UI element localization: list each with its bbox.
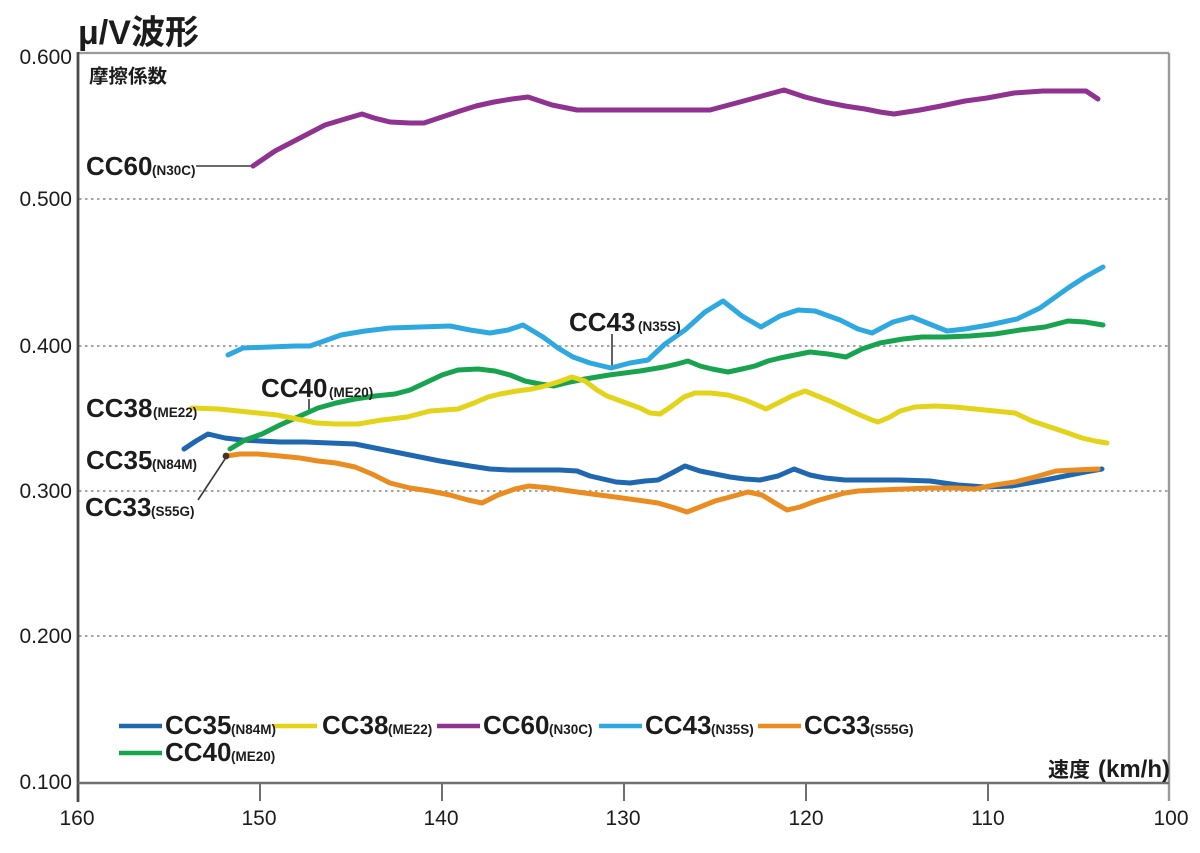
svg-text:CC40: CC40 bbox=[261, 373, 327, 403]
svg-text:CC43: CC43 bbox=[569, 307, 635, 337]
svg-text:0.500: 0.500 bbox=[19, 188, 72, 211]
svg-text:140: 140 bbox=[423, 807, 458, 830]
svg-text:CC43: CC43 bbox=[645, 710, 711, 740]
svg-text:(ME20): (ME20) bbox=[231, 749, 275, 764]
svg-text:μ/V: μ/V bbox=[78, 14, 131, 52]
svg-text:(ME20): (ME20) bbox=[329, 385, 373, 400]
svg-text:0.300: 0.300 bbox=[19, 480, 72, 503]
svg-text:130: 130 bbox=[605, 807, 640, 830]
svg-text:(N84M): (N84M) bbox=[152, 457, 197, 472]
svg-text:CC35: CC35 bbox=[165, 710, 231, 740]
svg-text:0.600: 0.600 bbox=[19, 46, 72, 69]
svg-text:CC40: CC40 bbox=[165, 737, 231, 767]
svg-text:(ME22): (ME22) bbox=[153, 405, 197, 420]
svg-text:160: 160 bbox=[59, 807, 94, 830]
svg-text:(S55G): (S55G) bbox=[151, 504, 195, 519]
svg-text:(km/h): (km/h) bbox=[1098, 756, 1170, 783]
svg-text:(N30C): (N30C) bbox=[549, 722, 593, 737]
svg-text:CC38: CC38 bbox=[86, 393, 152, 423]
svg-text:CC60: CC60 bbox=[86, 151, 152, 181]
svg-text:110: 110 bbox=[971, 807, 1004, 830]
svg-text:0.400: 0.400 bbox=[19, 335, 72, 358]
svg-text:100: 100 bbox=[1153, 807, 1188, 830]
svg-text:(ME22): (ME22) bbox=[388, 722, 432, 737]
svg-text:0.100: 0.100 bbox=[19, 771, 72, 794]
svg-text:CC35: CC35 bbox=[86, 445, 152, 475]
svg-text:(N35S): (N35S) bbox=[711, 722, 754, 737]
svg-text:(N35S): (N35S) bbox=[638, 319, 681, 334]
svg-text:(N30C): (N30C) bbox=[152, 163, 196, 178]
svg-text:CC38: CC38 bbox=[322, 710, 388, 740]
svg-text:120: 120 bbox=[788, 807, 823, 830]
svg-text:0.200: 0.200 bbox=[19, 625, 72, 648]
svg-text:CC33: CC33 bbox=[85, 492, 151, 522]
svg-text:150: 150 bbox=[241, 807, 276, 830]
svg-text:(S55G): (S55G) bbox=[870, 722, 914, 737]
svg-text:CC60: CC60 bbox=[483, 710, 549, 740]
svg-text:(N84M): (N84M) bbox=[231, 722, 276, 737]
svg-text:CC33: CC33 bbox=[804, 710, 870, 740]
